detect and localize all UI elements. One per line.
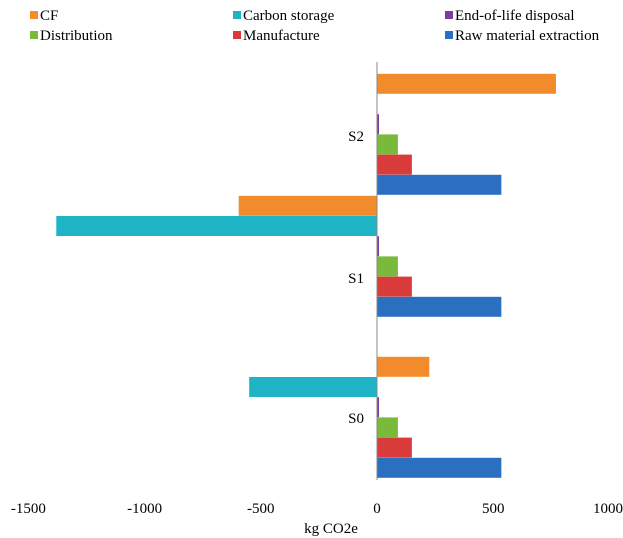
bar-S1-0 [238, 195, 377, 216]
legend-swatch-2 [445, 11, 453, 19]
legend-label-5: Raw material extraction [455, 28, 600, 44]
bar-S0-5 [377, 457, 502, 478]
legend-label-1: Carbon storage [243, 8, 335, 24]
bar-S2-5 [377, 174, 502, 195]
x-tick-1: -1000 [127, 501, 162, 517]
bar-S1-4 [377, 276, 412, 297]
category-label-S2: S2 [348, 129, 364, 145]
legend: CF Carbon storage End-of-life disposal Dist… [30, 8, 600, 44]
x-tick-5: 1000 [593, 501, 623, 517]
x-axis-title: kg CO2e [304, 521, 358, 537]
legend-label-2: End-of-life disposal [455, 8, 575, 24]
bar-S1-2 [377, 236, 379, 257]
category-label-S1: S1 [348, 271, 364, 287]
legend-swatch-5 [445, 31, 453, 39]
bar-S0-4 [377, 437, 412, 458]
bar-S2-2 [377, 114, 379, 135]
x-tick-2: -500 [247, 501, 275, 517]
bars [56, 73, 556, 478]
legend-label-0: CF [40, 8, 58, 24]
bar-S2-4 [377, 154, 412, 175]
x-tick-labels: -1500 -1000 -500 0 500 1000 [11, 501, 623, 517]
bar-S1-1 [56, 216, 378, 236]
bar-S1-3 [377, 256, 398, 277]
bar-S0-2 [377, 397, 379, 418]
legend-label-3: Distribution [40, 28, 113, 44]
bar-S1-5 [377, 296, 502, 317]
x-tick-0: -1500 [11, 501, 46, 517]
x-tick-4: 500 [482, 501, 505, 517]
legend-swatch-0 [30, 11, 38, 19]
bar-S0-0 [377, 356, 430, 377]
legend-swatch-4 [233, 31, 241, 39]
legend-label-4: Manufacture [243, 28, 320, 44]
legend-swatch-3 [30, 31, 38, 39]
x-tick-3: 0 [373, 501, 381, 517]
bar-S0-3 [377, 417, 398, 438]
category-label-S0: S0 [348, 411, 364, 427]
legend-swatch-1 [233, 11, 241, 19]
bar-S2-0 [377, 73, 556, 94]
bar-S2-3 [377, 134, 398, 155]
category-labels: S0 S1 S2 [348, 129, 364, 427]
bar-S0-1 [249, 377, 377, 397]
